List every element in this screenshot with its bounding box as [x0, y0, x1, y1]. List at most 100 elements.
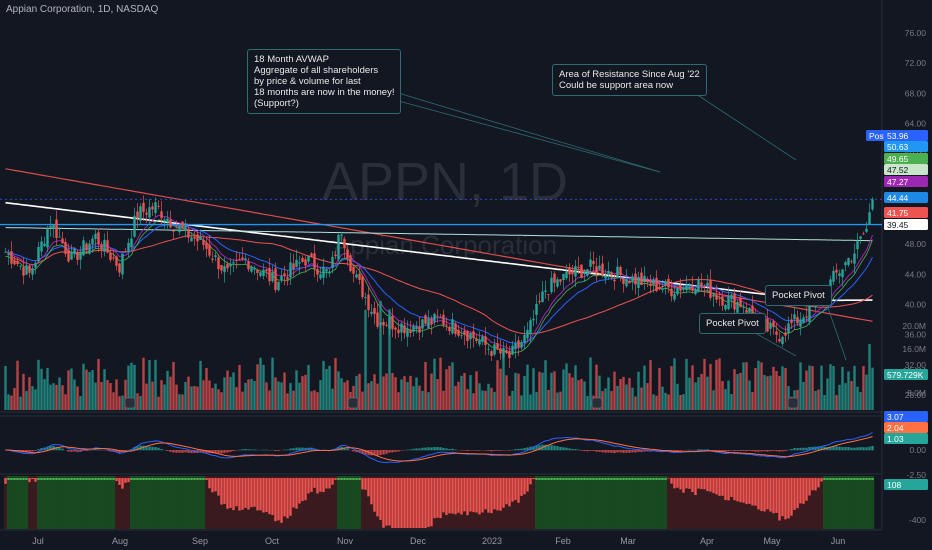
candle-body	[463, 330, 466, 335]
osc-bar	[547, 478, 550, 480]
osc-bar	[52, 478, 55, 480]
macd-hist-bar	[289, 448, 292, 451]
candle-body	[403, 325, 406, 334]
candle-body	[412, 326, 415, 332]
osc-bg	[514, 476, 518, 529]
candle-body	[634, 273, 637, 285]
osc-bar	[505, 478, 508, 505]
candle-body	[121, 253, 124, 275]
volume-bar	[775, 370, 778, 410]
volume-bar	[121, 395, 124, 410]
candle-body	[292, 263, 295, 270]
osc-bg	[805, 476, 809, 529]
osc-bar	[142, 478, 145, 480]
osc-bar	[655, 478, 658, 480]
osc-bg	[853, 476, 857, 529]
volume-bar	[691, 365, 694, 410]
osc-bg	[844, 476, 848, 529]
candle-body	[730, 294, 733, 300]
osc-bar	[601, 478, 604, 480]
candle-body	[307, 256, 310, 262]
candle-body	[502, 347, 505, 358]
volume-bar	[673, 358, 676, 410]
volume-bar	[595, 364, 598, 410]
osc-bg	[730, 476, 734, 529]
osc-bar	[160, 478, 163, 480]
osc-bar	[91, 478, 94, 480]
osc-bar	[760, 478, 763, 512]
volume-bar	[343, 382, 346, 410]
volume-bar	[475, 371, 478, 410]
candle-body	[235, 259, 238, 261]
osc-bar	[823, 478, 826, 480]
macd-hist-bar	[364, 450, 367, 455]
price-tick-label: 68.00	[905, 88, 927, 98]
osc-bar	[727, 478, 730, 501]
candle-body	[406, 328, 409, 337]
macd-hist-bar	[415, 448, 418, 451]
volume-bar	[373, 374, 376, 410]
volume-bar	[679, 394, 682, 410]
osc-bar	[451, 478, 454, 514]
osc-bg	[193, 476, 197, 529]
osc-bg	[829, 476, 833, 529]
candle-body	[340, 234, 343, 236]
osc-bar	[787, 478, 790, 519]
osc-bar	[37, 478, 40, 480]
osc-bar	[613, 478, 616, 480]
osc-bar	[199, 478, 202, 480]
osc-bg	[328, 476, 332, 529]
osc-bg	[367, 476, 371, 529]
volume-bar	[562, 369, 565, 410]
candle-body	[328, 271, 331, 273]
candle-body	[871, 199, 874, 210]
volume-bar	[637, 371, 640, 410]
osc-bar	[679, 478, 682, 490]
avwap-line-3: by price & volume for last	[254, 76, 361, 87]
macd-hist-bar	[430, 447, 433, 451]
osc-bg	[532, 476, 536, 529]
macd-hist-bar	[571, 448, 574, 451]
volume-bar	[379, 300, 382, 410]
candle-body	[40, 241, 43, 252]
candle-body	[139, 206, 142, 221]
candle-body	[145, 212, 148, 215]
candle-body	[4, 251, 7, 253]
osc-bar	[697, 478, 700, 489]
volume-bar	[136, 393, 139, 410]
osc-bar	[328, 478, 331, 489]
macd-hist-bar	[565, 447, 568, 451]
volume-bar	[391, 373, 394, 410]
osc-bg	[7, 476, 11, 529]
osc-bar	[376, 478, 379, 517]
macd-hist-bar	[841, 446, 844, 451]
macd-hist-bar	[475, 450, 478, 451]
osc-bg	[196, 476, 200, 529]
candle-body	[277, 281, 280, 291]
macd-hist-bar	[871, 445, 874, 451]
volume-bar	[31, 386, 34, 410]
macd-hist-bar	[721, 450, 724, 452]
candle-body	[298, 262, 301, 264]
macd-hist-bar	[301, 447, 304, 451]
volume-bar	[583, 381, 586, 410]
osc-bar	[262, 478, 265, 513]
macd-hist-bar	[274, 450, 277, 451]
volume-bar	[844, 383, 847, 410]
svg-text:47.27: 47.27	[887, 177, 909, 187]
macd-hist-bar	[604, 450, 607, 453]
macd-hist-bar	[247, 449, 250, 451]
candle-body	[196, 234, 199, 242]
volume-bar	[556, 392, 559, 410]
macd-hist-bar	[718, 450, 721, 452]
macd-hist-bar	[394, 450, 397, 452]
macd-hist-bar	[106, 450, 109, 451]
osc-bar	[235, 478, 238, 507]
candle-body	[247, 261, 250, 270]
earnings-marker-2	[347, 397, 359, 409]
candle-body	[421, 319, 424, 329]
volume-bar	[265, 382, 268, 410]
macd-hist-bar	[730, 450, 733, 451]
volume-bar	[247, 379, 250, 410]
